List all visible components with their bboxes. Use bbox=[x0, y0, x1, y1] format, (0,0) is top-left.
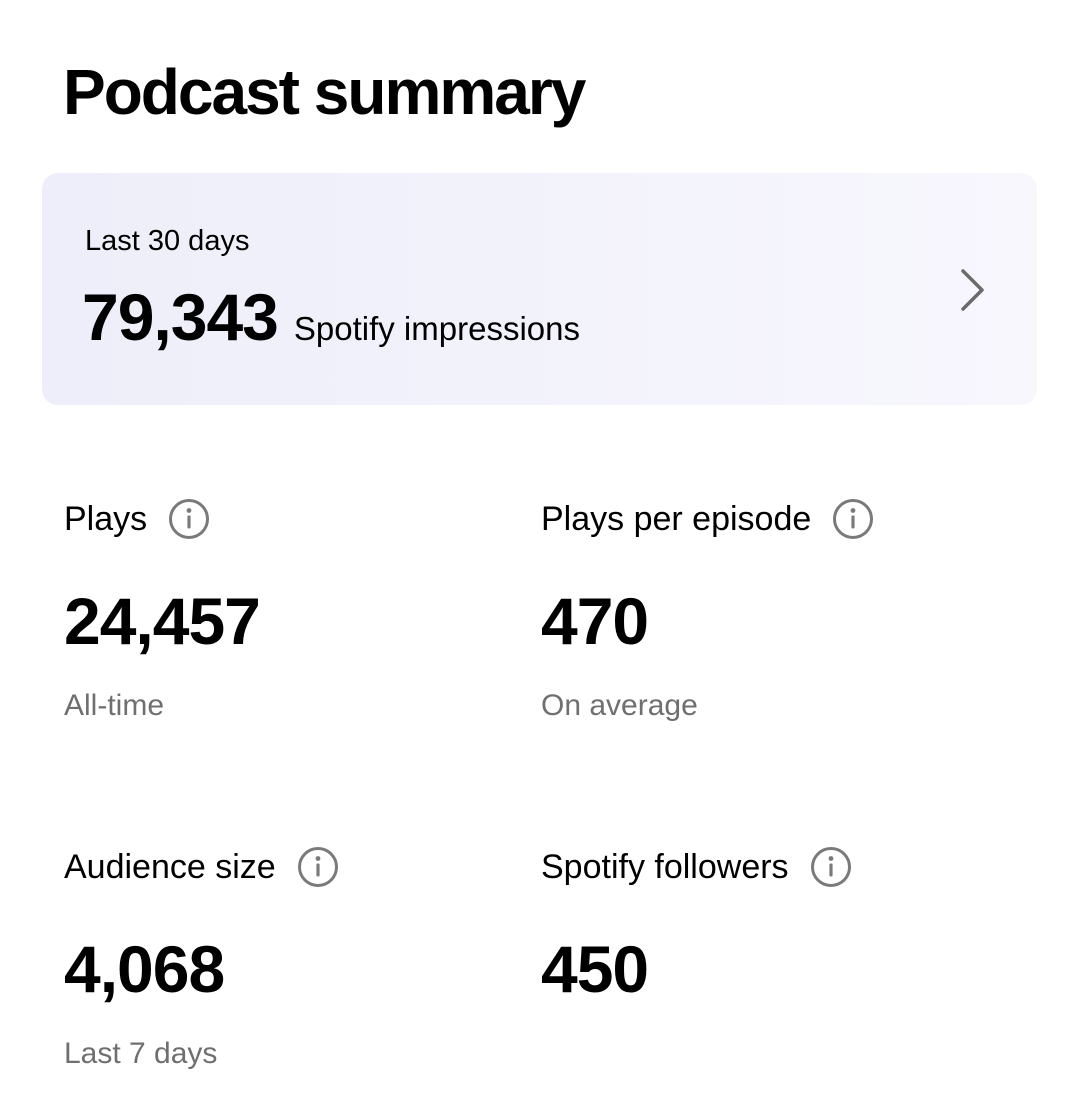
stat-plays: Plays 24,457 All-time bbox=[64, 495, 504, 726]
stat-label-row: Plays per episode bbox=[541, 495, 981, 543]
info-icon[interactable] bbox=[297, 846, 339, 888]
stat-value: 4,068 bbox=[64, 932, 225, 1006]
stat-label: Plays per episode bbox=[541, 500, 812, 538]
impressions-period: Last 30 days bbox=[85, 225, 250, 257]
stat-label-row: Spotify followers bbox=[541, 843, 981, 891]
stat-label: Plays bbox=[64, 500, 148, 538]
info-icon[interactable] bbox=[810, 846, 852, 888]
stat-label-row: Plays bbox=[64, 495, 504, 543]
stat-caption: All-time bbox=[64, 689, 165, 722]
info-icon[interactable] bbox=[168, 498, 210, 540]
chevron-right-icon[interactable] bbox=[957, 267, 987, 313]
stat-audience-size: Audience size 4,068 Last 7 days bbox=[64, 843, 504, 1074]
page-title: Podcast summary bbox=[63, 56, 586, 128]
stat-caption: On average bbox=[541, 689, 698, 722]
stat-label-row: Audience size bbox=[64, 843, 504, 891]
stat-caption: Last 7 days bbox=[64, 1037, 218, 1070]
impressions-value-row: 79,343 Spotify impressions bbox=[82, 277, 580, 357]
stat-value: 450 bbox=[541, 932, 649, 1006]
stat-plays-per-episode: Plays per episode 470 On average bbox=[541, 495, 981, 726]
stat-value: 470 bbox=[541, 584, 649, 658]
stat-value: 24,457 bbox=[64, 584, 261, 658]
stat-spotify-followers: Spotify followers 450 bbox=[541, 843, 981, 1009]
impressions-metric-label: Spotify impressions bbox=[293, 310, 580, 347]
impressions-card[interactable]: Last 30 days 79,343 Spotify impressions bbox=[42, 173, 1037, 405]
impressions-value: 79,343 bbox=[82, 280, 279, 354]
info-icon[interactable] bbox=[832, 498, 874, 540]
stat-label: Spotify followers bbox=[541, 848, 789, 886]
stat-label: Audience size bbox=[64, 848, 276, 886]
